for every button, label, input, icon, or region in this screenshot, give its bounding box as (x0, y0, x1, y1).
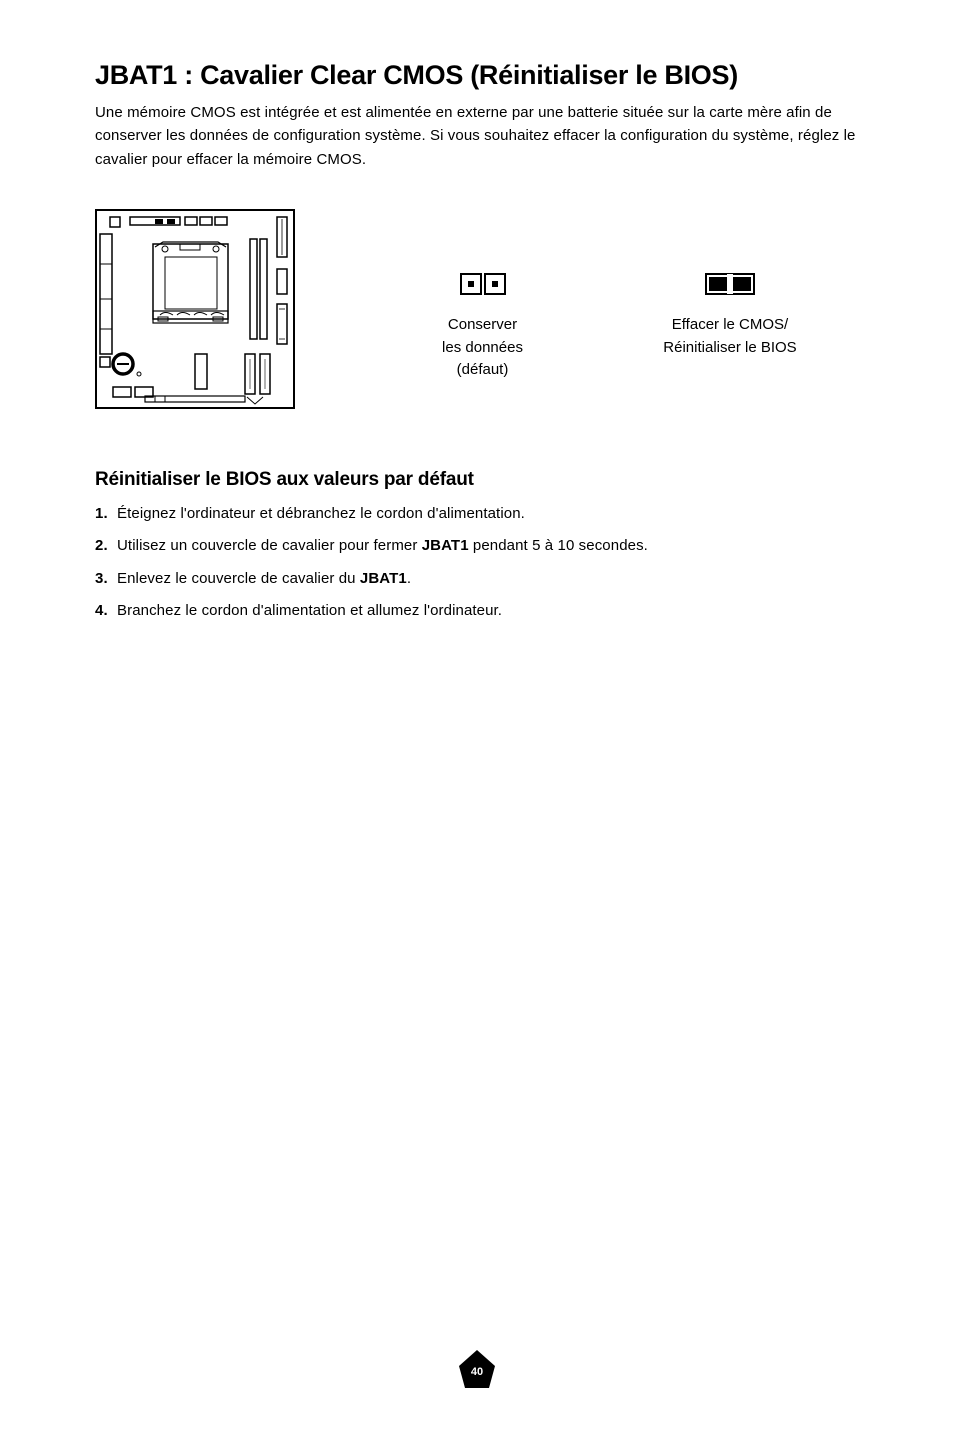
procedure-list: Éteignez l'ordinateur et débranchez le c… (95, 503, 859, 623)
page-number: 40 (471, 1366, 483, 1378)
motherboard-schematic (95, 209, 295, 409)
jumper-keep-icon (460, 273, 506, 295)
diagram-section: Conserver les données (défaut) Effacer l… (95, 209, 859, 409)
jumper-clear-icon (705, 273, 755, 295)
step-1: Éteignez l'ordinateur et débranchez le c… (95, 503, 859, 526)
step-3: Enlevez le couvercle de cavalier du JBAT… (95, 568, 859, 591)
procedure-heading: Réinitialiser le BIOS aux valeurs par dé… (95, 469, 859, 491)
page-title: JBAT1 : Cavalier Clear CMOS (Réinitialis… (95, 60, 859, 91)
page-number-badge: 40 (455, 1348, 499, 1397)
jumper-clear-label: Effacer le CMOS/ Réinitialiser le BIOS (630, 314, 830, 359)
step-2: Utilisez un couvercle de cavalier pour f… (95, 535, 859, 558)
intro-paragraph: Une mémoire CMOS est intégrée et est ali… (95, 101, 859, 171)
step-4: Branchez le cordon d'alimentation et all… (95, 600, 859, 623)
jumper-keep-label: Conserver les données (défaut) (405, 314, 560, 382)
